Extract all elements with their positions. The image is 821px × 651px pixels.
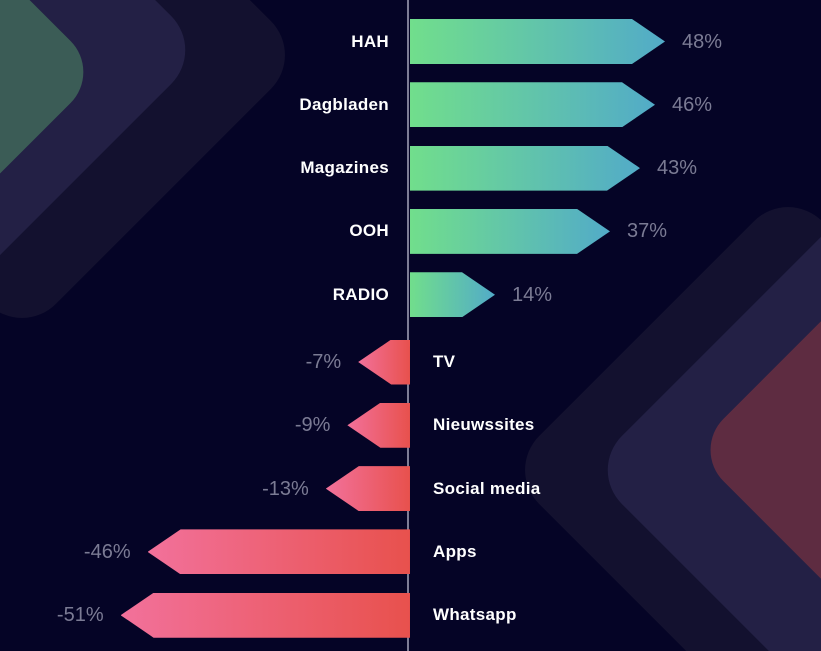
category-label-social-media: Social media bbox=[433, 478, 541, 498]
category-label-apps: Apps bbox=[433, 541, 477, 561]
category-label-magazines: Magazines bbox=[300, 158, 389, 178]
category-label-nieuwssites: Nieuwssites bbox=[433, 415, 535, 435]
value-label-nieuwssites: -9% bbox=[294, 414, 331, 437]
bar-dagbladen bbox=[410, 82, 655, 127]
bar-radio bbox=[410, 272, 495, 317]
value-label-magazines: 43% bbox=[657, 157, 698, 180]
bar-apps bbox=[147, 529, 410, 575]
category-label-whatsapp: Whatsapp bbox=[433, 605, 517, 625]
bar-magazines bbox=[410, 146, 640, 191]
value-label-apps: -46% bbox=[83, 540, 131, 563]
value-label-social-media: -13% bbox=[262, 477, 309, 500]
value-label-hah: 48% bbox=[682, 30, 723, 53]
bar-ooh bbox=[410, 209, 610, 254]
category-label-hah: HAH bbox=[351, 31, 389, 51]
zero-axis-line bbox=[407, 0, 409, 651]
bar-tv bbox=[358, 339, 410, 385]
value-label-whatsapp: -51% bbox=[56, 604, 104, 627]
bar-nieuwssites bbox=[347, 402, 410, 448]
category-label-ooh: OOH bbox=[349, 221, 389, 241]
chevron-top-left-middle-icon bbox=[0, 0, 186, 342]
category-label-dagbladen: Dagbladen bbox=[299, 94, 389, 114]
chevron-bottom-right-middle-icon bbox=[607, 178, 821, 651]
category-label-radio: RADIO bbox=[332, 284, 389, 304]
value-label-radio: 14% bbox=[512, 283, 553, 306]
category-label-tv: TV bbox=[433, 352, 456, 371]
value-label-dagbladen: 46% bbox=[672, 93, 713, 116]
value-label-tv: -7% bbox=[305, 351, 342, 373]
bar-whatsapp bbox=[120, 592, 410, 638]
bar-hah bbox=[410, 19, 665, 64]
bar-social-media bbox=[325, 466, 410, 512]
value-label-ooh: 37% bbox=[627, 220, 668, 243]
